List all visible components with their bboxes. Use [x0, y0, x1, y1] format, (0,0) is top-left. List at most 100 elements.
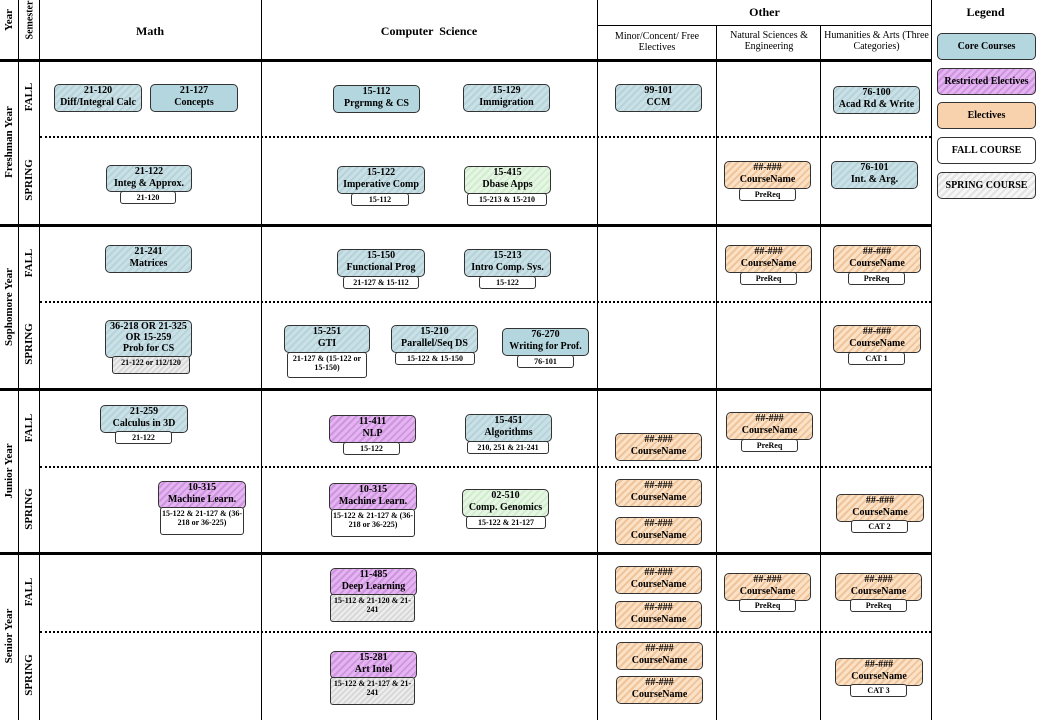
humanities-header: Humanities & Arts (Three Categories)	[824, 30, 929, 52]
course-code: 21-120	[83, 85, 113, 96]
course-box[interactable]: ##-### CourseName	[726, 412, 813, 440]
course-box[interactable]: 15-122 Imperative Comp	[337, 166, 425, 194]
course-box[interactable]: ##-### CourseName	[833, 325, 921, 353]
course-prereq: PreReq	[739, 188, 796, 201]
legend-core: Core Courses	[937, 33, 1036, 60]
course-code: ##-###	[755, 413, 784, 424]
course-prereq: 21-122	[115, 431, 172, 444]
course-code: 11-411	[358, 416, 387, 427]
course-box[interactable]: ##-### CourseName	[616, 676, 703, 704]
course-box[interactable]: ##-### CourseName	[615, 433, 702, 461]
course-prereq: PreReq	[739, 599, 796, 612]
course-box[interactable]: 10-315 Machine Learn.	[329, 483, 417, 511]
course-code: ##-###	[644, 602, 673, 613]
course-box[interactable]: ##-### CourseName	[833, 245, 921, 273]
course-box[interactable]: 76-270 Writing for Prof.	[502, 328, 589, 356]
course-code: 15-210	[420, 326, 449, 337]
course-prereq: CAT 2	[851, 520, 908, 533]
course-box[interactable]: 15-210 Parallel/Seq DS	[391, 325, 478, 353]
semester-label-fall: FALL	[23, 82, 35, 112]
course-name: Prgrmng & CS	[344, 98, 409, 109]
course-box[interactable]: 10-315 Machine Learn.	[158, 481, 246, 509]
course-name: NLP	[362, 428, 383, 439]
course-code: 15-112	[362, 86, 391, 97]
course-name: CourseName	[849, 338, 905, 349]
course-box[interactable]: 11-411 NLP	[329, 415, 416, 443]
legend-fall: FALL COURSE	[937, 137, 1036, 164]
minor-header: Minor/Concent/ Free Electives	[614, 31, 700, 53]
legend-restricted: Restricted Electives	[937, 68, 1036, 95]
course-box[interactable]: 21-120 Diff/Integral Calc	[54, 84, 142, 112]
course-code: ##-###	[644, 434, 673, 445]
grid-line	[597, 0, 598, 720]
course-code: 15-213	[493, 250, 522, 261]
course-box[interactable]: ##-### CourseName	[615, 517, 702, 545]
course-box[interactable]: ##-### CourseName	[836, 494, 924, 522]
course-code: ##-###	[753, 574, 782, 585]
course-code: ##-###	[644, 480, 673, 491]
course-box[interactable]: 76-101 Int. & Arg.	[831, 161, 918, 189]
grid-line	[18, 0, 19, 720]
course-code: 21-122	[134, 166, 164, 177]
course-box[interactable]: 02-510 Comp. Genomics	[462, 489, 549, 517]
course-prereq: CAT 3	[850, 684, 907, 697]
course-code: ##-###	[862, 326, 892, 337]
course-box[interactable]: 21-241 Matrices	[105, 245, 192, 273]
course-box[interactable]: 15-112 Prgrmng & CS	[333, 85, 420, 113]
semester-label-spring: SPRING	[23, 654, 35, 696]
course-prereq: 15-112	[351, 193, 409, 206]
course-box[interactable]: 15-415 Dbase Apps	[464, 166, 551, 194]
grid-line	[597, 25, 931, 26]
course-box[interactable]: 21-122 Integ & Approx.	[106, 165, 192, 192]
course-code: ##-###	[862, 246, 892, 257]
course-name: Imperative Comp	[343, 179, 419, 190]
course-name: CCM	[646, 97, 671, 108]
year-separator	[0, 224, 932, 227]
course-box[interactable]: ##-### CourseName	[724, 161, 811, 189]
course-box[interactable]: 15-451 Algorithms	[465, 414, 552, 442]
year-label: Sophomore Year	[3, 268, 15, 346]
course-box[interactable]: 15-213 Intro Comp. Sys.	[464, 249, 551, 277]
course-box[interactable]: 15-150 Functional Prog	[337, 249, 425, 277]
course-box[interactable]: 36-218 OR 21-325 OR 15-259 Prob for CS	[105, 320, 192, 358]
course-box[interactable]: 15-129 Immigration	[463, 84, 550, 112]
course-box[interactable]: 76-100 Acad Rd & Write	[833, 86, 920, 114]
grid-line	[261, 0, 262, 720]
course-code: 21-259	[129, 406, 159, 417]
course-code: 21-127	[179, 85, 209, 96]
year-separator	[0, 552, 932, 555]
course-box[interactable]: 15-281 Art Intel	[330, 651, 417, 679]
semester-label-spring: SPRING	[23, 323, 35, 365]
course-code: 76-101	[860, 162, 889, 173]
course-box[interactable]: ##-### CourseName	[615, 601, 702, 629]
course-name: CourseName	[852, 507, 908, 518]
course-prereq: 21-122 or 112/120	[112, 356, 190, 374]
course-box[interactable]: ##-### CourseName	[616, 642, 703, 670]
course-box[interactable]: ##-### CourseName	[615, 479, 702, 507]
course-box[interactable]: 15-251 GTI	[284, 325, 370, 353]
course-box[interactable]: ##-### CourseName	[615, 566, 702, 594]
course-box[interactable]: ##-### CourseName	[725, 245, 812, 273]
other-header: Other	[749, 5, 780, 19]
year-label: Freshman Year	[3, 106, 15, 178]
year-separator	[0, 388, 932, 391]
course-box[interactable]: ##-### CourseName	[835, 573, 922, 601]
course-box[interactable]: 21-127 Concepts	[150, 84, 238, 112]
grid-line	[39, 0, 40, 720]
natsci-header: Natural Sciences & Engineering	[730, 30, 808, 52]
course-box[interactable]: 11-485 Deep Learning	[330, 568, 417, 596]
grid-line	[820, 26, 821, 720]
cs-header: Computer Science	[380, 24, 478, 38]
course-code: 15-129	[492, 85, 521, 96]
course-prereq: 15-122 & 15-150	[395, 352, 475, 365]
course-code: 11-485	[359, 569, 388, 580]
course-prereq: 15-213 & 15-210	[467, 193, 547, 206]
year-label: Junior Year	[3, 443, 15, 499]
course-box[interactable]: ##-### CourseName	[835, 658, 923, 686]
course-box[interactable]: 99-101 CCM	[615, 84, 702, 112]
semester-label-fall: FALL	[23, 413, 35, 443]
year-label: Senior Year	[3, 608, 15, 664]
course-box[interactable]: 21-259 Calculus in 3D	[100, 405, 188, 433]
course-box[interactable]: ##-### CourseName	[724, 573, 811, 601]
year-header: Year	[3, 9, 15, 31]
